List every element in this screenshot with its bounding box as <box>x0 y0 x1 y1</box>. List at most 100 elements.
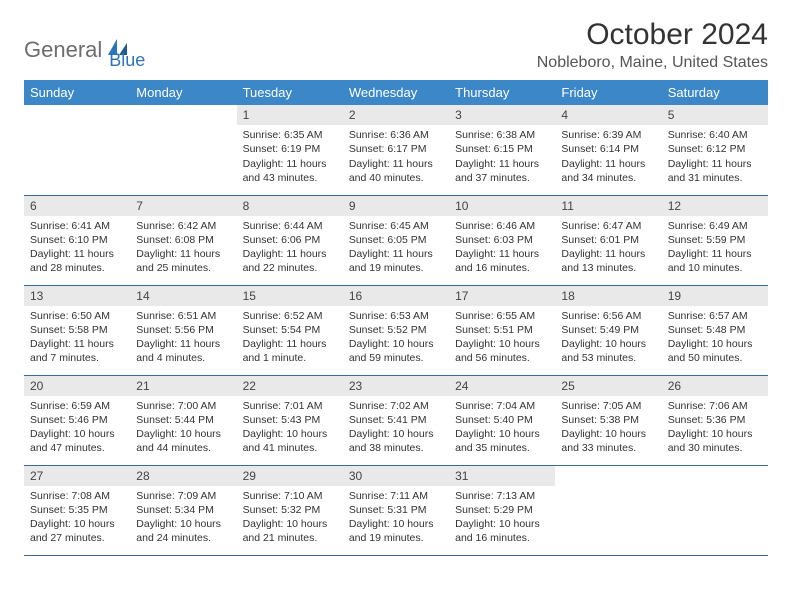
sunrise-line: Sunrise: 7:01 AM <box>243 399 337 413</box>
calendar-day-cell: 10Sunrise: 6:46 AMSunset: 6:03 PMDayligh… <box>449 195 555 285</box>
daylight-line: Daylight: 10 hours and 30 minutes. <box>668 427 762 455</box>
logo: General Blue <box>24 18 145 71</box>
day-number: 19 <box>662 286 768 306</box>
sunrise-line: Sunrise: 7:05 AM <box>561 399 655 413</box>
day-number: 26 <box>662 376 768 396</box>
sunrise-line: Sunrise: 6:55 AM <box>455 309 549 323</box>
calendar-day-cell: 8Sunrise: 6:44 AMSunset: 6:06 PMDaylight… <box>237 195 343 285</box>
daylight-line: Daylight: 11 hours and 34 minutes. <box>561 157 655 185</box>
day-number: 30 <box>343 466 449 486</box>
sunrise-line: Sunrise: 7:00 AM <box>136 399 230 413</box>
day-content: Sunrise: 7:11 AMSunset: 5:31 PMDaylight:… <box>343 486 449 552</box>
daylight-line: Daylight: 11 hours and 28 minutes. <box>30 247 124 275</box>
weekday-header: Saturday <box>662 80 768 105</box>
sunset-line: Sunset: 5:41 PM <box>349 413 443 427</box>
day-content: Sunrise: 6:44 AMSunset: 6:06 PMDaylight:… <box>237 216 343 282</box>
day-number: 4 <box>555 105 661 125</box>
day-number: 16 <box>343 286 449 306</box>
day-number: 18 <box>555 286 661 306</box>
sunset-line: Sunset: 6:05 PM <box>349 233 443 247</box>
sunrise-line: Sunrise: 7:04 AM <box>455 399 549 413</box>
sunset-line: Sunset: 6:10 PM <box>30 233 124 247</box>
day-content: Sunrise: 6:59 AMSunset: 5:46 PMDaylight:… <box>24 396 130 462</box>
calendar-day-cell: 24Sunrise: 7:04 AMSunset: 5:40 PMDayligh… <box>449 375 555 465</box>
day-number: 17 <box>449 286 555 306</box>
daylight-line: Daylight: 10 hours and 19 minutes. <box>349 517 443 545</box>
sunset-line: Sunset: 6:08 PM <box>136 233 230 247</box>
daylight-line: Daylight: 10 hours and 16 minutes. <box>455 517 549 545</box>
sunset-line: Sunset: 5:38 PM <box>561 413 655 427</box>
calendar-table: Sunday Monday Tuesday Wednesday Thursday… <box>24 80 768 556</box>
sunset-line: Sunset: 5:43 PM <box>243 413 337 427</box>
daylight-line: Daylight: 10 hours and 27 minutes. <box>30 517 124 545</box>
calendar-week-row: 27Sunrise: 7:08 AMSunset: 5:35 PMDayligh… <box>24 465 768 555</box>
day-content: Sunrise: 7:01 AMSunset: 5:43 PMDaylight:… <box>237 396 343 462</box>
sunset-line: Sunset: 5:34 PM <box>136 503 230 517</box>
day-content: Sunrise: 6:57 AMSunset: 5:48 PMDaylight:… <box>662 306 768 372</box>
day-content: Sunrise: 7:05 AMSunset: 5:38 PMDaylight:… <box>555 396 661 462</box>
calendar-day-cell: 5Sunrise: 6:40 AMSunset: 6:12 PMDaylight… <box>662 105 768 195</box>
calendar-day-cell: 19Sunrise: 6:57 AMSunset: 5:48 PMDayligh… <box>662 285 768 375</box>
day-content: Sunrise: 7:10 AMSunset: 5:32 PMDaylight:… <box>237 486 343 552</box>
sunset-line: Sunset: 6:17 PM <box>349 142 443 156</box>
sunrise-line: Sunrise: 6:36 AM <box>349 128 443 142</box>
sunset-line: Sunset: 5:46 PM <box>30 413 124 427</box>
sunset-line: Sunset: 6:01 PM <box>561 233 655 247</box>
day-number: 1 <box>237 105 343 125</box>
sunrise-line: Sunrise: 6:44 AM <box>243 219 337 233</box>
day-content: Sunrise: 6:42 AMSunset: 6:08 PMDaylight:… <box>130 216 236 282</box>
day-content: Sunrise: 7:09 AMSunset: 5:34 PMDaylight:… <box>130 486 236 552</box>
daylight-line: Daylight: 11 hours and 22 minutes. <box>243 247 337 275</box>
calendar-day-cell: 12Sunrise: 6:49 AMSunset: 5:59 PMDayligh… <box>662 195 768 285</box>
calendar-day-cell: 7Sunrise: 6:42 AMSunset: 6:08 PMDaylight… <box>130 195 236 285</box>
calendar-week-row: 20Sunrise: 6:59 AMSunset: 5:46 PMDayligh… <box>24 375 768 465</box>
logo-text-blue: Blue <box>109 28 145 71</box>
sunrise-line: Sunrise: 6:35 AM <box>243 128 337 142</box>
weekday-header: Sunday <box>24 80 130 105</box>
location-label: Nobleboro, Maine, United States <box>537 54 768 72</box>
daylight-line: Daylight: 11 hours and 4 minutes. <box>136 337 230 365</box>
day-number: 6 <box>24 196 130 216</box>
day-number: 29 <box>237 466 343 486</box>
day-content: Sunrise: 6:55 AMSunset: 5:51 PMDaylight:… <box>449 306 555 372</box>
sunrise-line: Sunrise: 6:56 AM <box>561 309 655 323</box>
sunrise-line: Sunrise: 6:57 AM <box>668 309 762 323</box>
calendar-day-cell: 1Sunrise: 6:35 AMSunset: 6:19 PMDaylight… <box>237 105 343 195</box>
day-content: Sunrise: 6:56 AMSunset: 5:49 PMDaylight:… <box>555 306 661 372</box>
calendar-week-row: 1Sunrise: 6:35 AMSunset: 6:19 PMDaylight… <box>24 105 768 195</box>
daylight-line: Daylight: 10 hours and 24 minutes. <box>136 517 230 545</box>
daylight-line: Daylight: 10 hours and 35 minutes. <box>455 427 549 455</box>
sunrise-line: Sunrise: 6:53 AM <box>349 309 443 323</box>
day-content: Sunrise: 7:00 AMSunset: 5:44 PMDaylight:… <box>130 396 236 462</box>
day-number: 10 <box>449 196 555 216</box>
sunset-line: Sunset: 5:48 PM <box>668 323 762 337</box>
daylight-line: Daylight: 11 hours and 7 minutes. <box>30 337 124 365</box>
sunset-line: Sunset: 5:56 PM <box>136 323 230 337</box>
day-number: 8 <box>237 196 343 216</box>
sunrise-line: Sunrise: 6:42 AM <box>136 219 230 233</box>
calendar-day-cell: 15Sunrise: 6:52 AMSunset: 5:54 PMDayligh… <box>237 285 343 375</box>
day-content: Sunrise: 6:49 AMSunset: 5:59 PMDaylight:… <box>662 216 768 282</box>
header: General Blue October 2024 Nobleboro, Mai… <box>24 18 768 72</box>
day-content: Sunrise: 6:35 AMSunset: 6:19 PMDaylight:… <box>237 125 343 191</box>
daylight-line: Daylight: 11 hours and 1 minute. <box>243 337 337 365</box>
weekday-header: Thursday <box>449 80 555 105</box>
sunrise-line: Sunrise: 7:06 AM <box>668 399 762 413</box>
day-content: Sunrise: 7:04 AMSunset: 5:40 PMDaylight:… <box>449 396 555 462</box>
day-number: 21 <box>130 376 236 396</box>
calendar-day-cell: 23Sunrise: 7:02 AMSunset: 5:41 PMDayligh… <box>343 375 449 465</box>
sunset-line: Sunset: 5:44 PM <box>136 413 230 427</box>
daylight-line: Daylight: 11 hours and 31 minutes. <box>668 157 762 185</box>
calendar-week-row: 6Sunrise: 6:41 AMSunset: 6:10 PMDaylight… <box>24 195 768 285</box>
day-content: Sunrise: 6:41 AMSunset: 6:10 PMDaylight:… <box>24 216 130 282</box>
daylight-line: Daylight: 11 hours and 19 minutes. <box>349 247 443 275</box>
calendar-day-cell <box>662 465 768 555</box>
day-number: 5 <box>662 105 768 125</box>
day-number: 3 <box>449 105 555 125</box>
day-number: 22 <box>237 376 343 396</box>
daylight-line: Daylight: 10 hours and 56 minutes. <box>455 337 549 365</box>
calendar-day-cell: 16Sunrise: 6:53 AMSunset: 5:52 PMDayligh… <box>343 285 449 375</box>
day-content: Sunrise: 6:40 AMSunset: 6:12 PMDaylight:… <box>662 125 768 191</box>
sunrise-line: Sunrise: 6:50 AM <box>30 309 124 323</box>
daylight-line: Daylight: 10 hours and 50 minutes. <box>668 337 762 365</box>
